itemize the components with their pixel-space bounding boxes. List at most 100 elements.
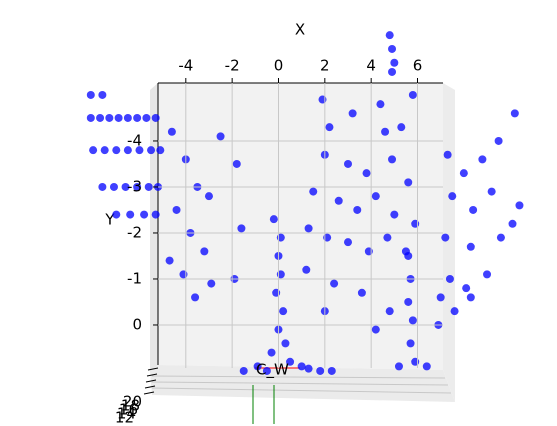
point xyxy=(316,366,325,375)
point xyxy=(469,205,478,214)
point xyxy=(151,113,160,122)
point xyxy=(262,366,271,375)
x-axis-label: X xyxy=(295,21,305,39)
point xyxy=(385,31,394,40)
point xyxy=(142,113,151,122)
point xyxy=(408,316,417,325)
point xyxy=(96,113,105,122)
point xyxy=(325,123,334,132)
point xyxy=(441,233,450,242)
point xyxy=(121,182,130,191)
point xyxy=(302,265,311,274)
point xyxy=(144,182,153,191)
point xyxy=(191,293,200,302)
z-tick xyxy=(144,385,156,389)
point xyxy=(404,251,413,260)
point xyxy=(397,123,406,132)
point xyxy=(309,187,318,196)
z-tick xyxy=(145,379,157,383)
floor-lines xyxy=(151,375,452,394)
z-tick-label: 16 xyxy=(119,401,138,419)
z-tick-label: 20 xyxy=(123,393,142,411)
point xyxy=(404,297,413,306)
point xyxy=(114,113,123,122)
y-tick-label: -3 xyxy=(127,177,142,195)
point xyxy=(443,150,452,159)
point xyxy=(156,146,165,155)
point xyxy=(450,307,459,316)
point xyxy=(371,192,380,201)
x-tick-label: -4 xyxy=(178,57,193,75)
point xyxy=(140,210,149,219)
point xyxy=(478,155,487,164)
z-tick xyxy=(146,373,158,377)
point xyxy=(406,339,415,348)
point xyxy=(165,256,174,265)
point xyxy=(436,293,445,302)
x-tick-label: 0 xyxy=(274,57,284,75)
point xyxy=(269,215,278,224)
point xyxy=(304,224,313,233)
y-tick-label: -2 xyxy=(127,223,142,241)
point xyxy=(390,58,399,67)
point xyxy=(483,270,492,279)
point xyxy=(86,90,95,99)
point xyxy=(362,169,371,178)
point xyxy=(462,284,471,293)
point xyxy=(466,242,475,251)
point xyxy=(105,113,114,122)
point xyxy=(327,366,336,375)
y-tick-label: -4 xyxy=(127,131,142,149)
point xyxy=(388,155,397,164)
point xyxy=(216,132,225,141)
point xyxy=(304,364,313,373)
x-tick-label: -2 xyxy=(225,57,240,75)
point xyxy=(334,196,343,205)
x-tick-label: 6 xyxy=(413,57,423,75)
point xyxy=(459,169,468,178)
point xyxy=(371,325,380,334)
point xyxy=(344,159,352,168)
z-tick xyxy=(143,391,155,395)
point xyxy=(89,146,98,155)
point xyxy=(279,307,288,316)
point xyxy=(487,187,496,196)
annotation: C_W xyxy=(256,361,289,380)
point xyxy=(133,182,142,191)
point xyxy=(123,113,132,122)
x-tick-label: 2 xyxy=(320,57,330,75)
point xyxy=(494,136,503,145)
point xyxy=(330,279,339,288)
point xyxy=(267,348,276,357)
point xyxy=(112,210,121,219)
point xyxy=(344,238,352,247)
point xyxy=(297,362,306,371)
point xyxy=(237,224,246,233)
point xyxy=(376,100,385,109)
point xyxy=(126,210,135,219)
z-tick-label: 18 xyxy=(121,397,140,415)
point xyxy=(112,146,121,155)
point xyxy=(408,90,417,99)
points xyxy=(86,31,524,375)
point xyxy=(385,307,394,316)
point xyxy=(204,192,213,201)
left-pane xyxy=(150,83,158,372)
point xyxy=(151,210,160,219)
y-axis-label: Y xyxy=(104,211,115,229)
point xyxy=(200,247,209,256)
point xyxy=(135,146,144,155)
point xyxy=(253,362,262,371)
point xyxy=(207,279,216,288)
z-tick-label: 14 xyxy=(117,405,136,423)
y-tick-label: 0 xyxy=(132,315,142,333)
point xyxy=(357,288,366,297)
point xyxy=(515,201,524,210)
point xyxy=(109,182,118,191)
point xyxy=(147,146,156,155)
z-tick xyxy=(147,367,159,371)
point xyxy=(167,127,176,136)
point xyxy=(390,210,399,219)
point xyxy=(86,113,95,122)
